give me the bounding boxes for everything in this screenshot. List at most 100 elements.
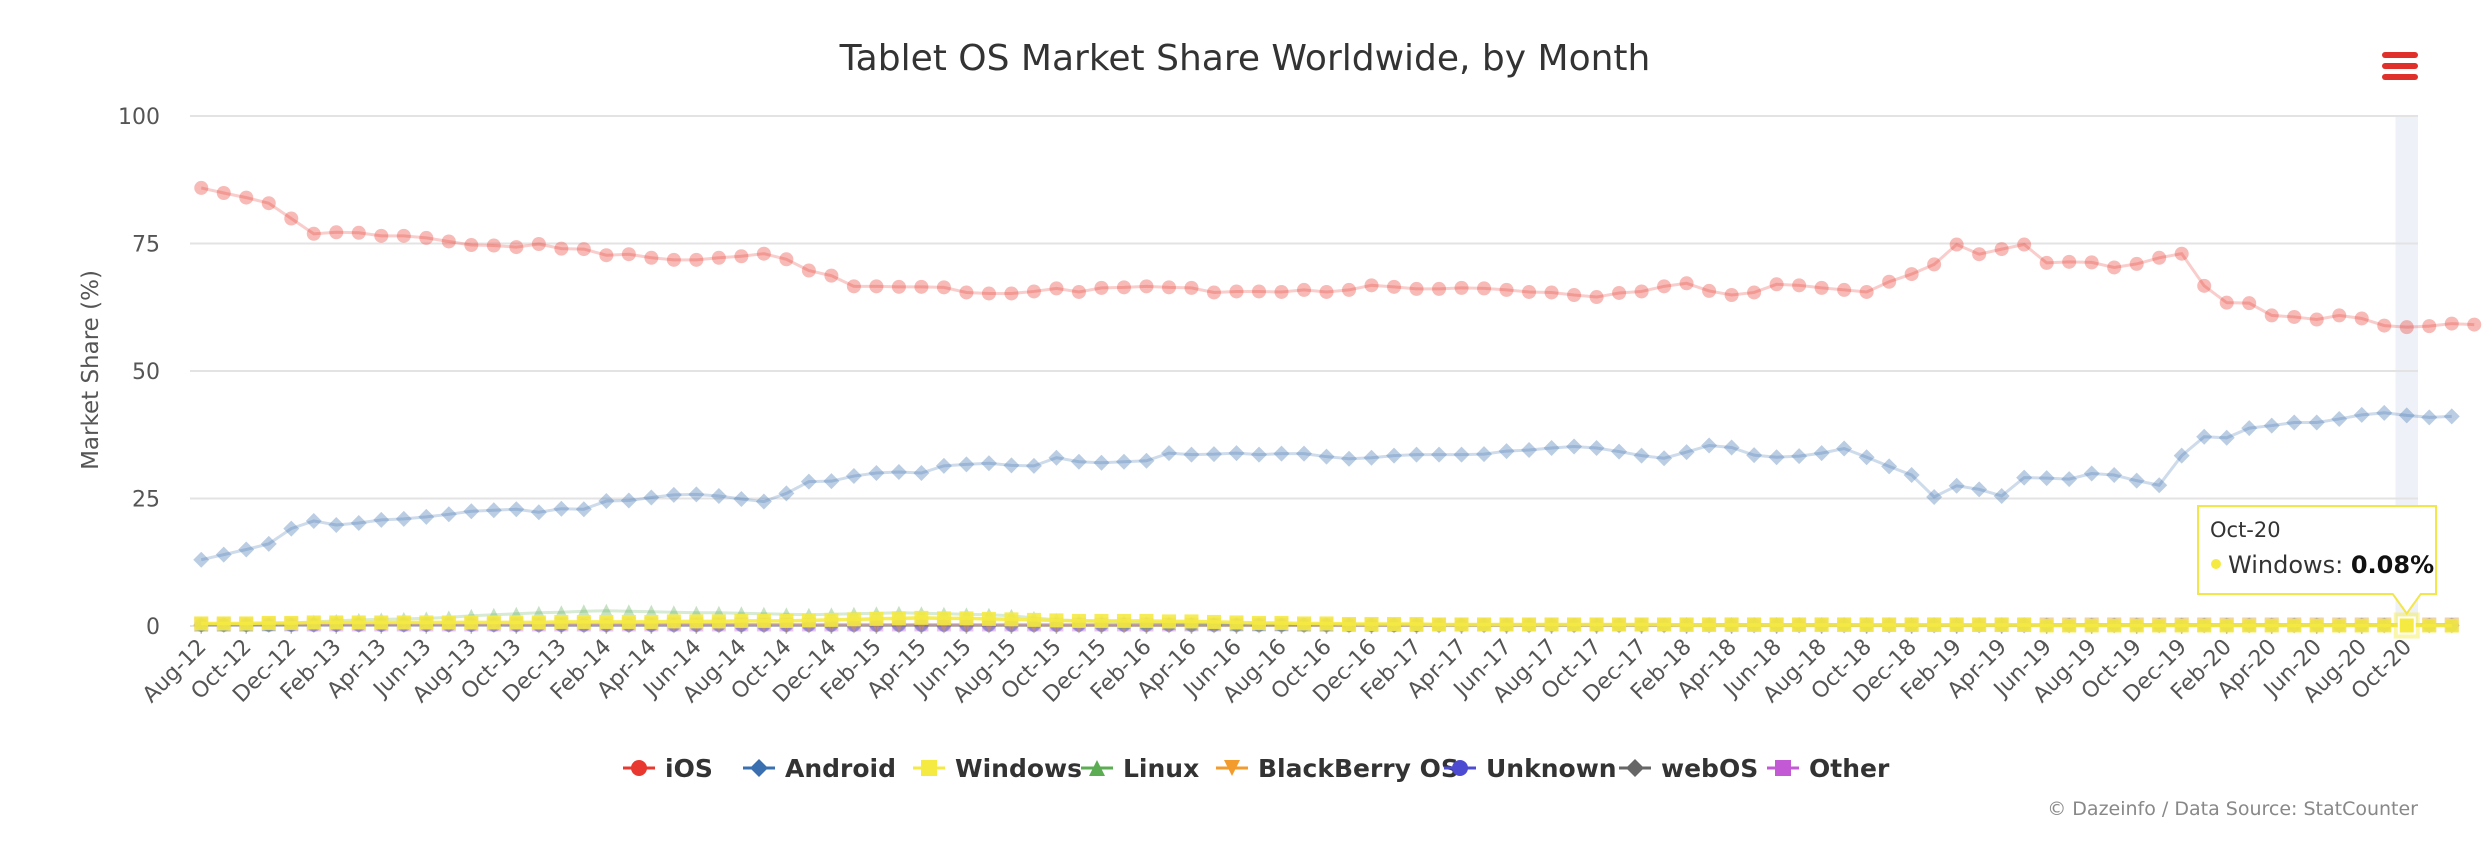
data-point-windows — [2174, 618, 2189, 633]
data-point-windows — [1972, 617, 1987, 632]
data-point-android — [1160, 445, 1177, 462]
data-point-ios — [576, 242, 591, 257]
data-point-ios — [1116, 280, 1131, 295]
data-point-ios — [1139, 279, 1154, 294]
legend-item-ios[interactable]: iOS — [623, 754, 713, 783]
data-point-windows — [1589, 617, 1604, 632]
data-point-android — [463, 503, 480, 520]
data-point-android — [575, 501, 592, 518]
data-point-ios — [329, 225, 344, 240]
data-point-android — [1431, 446, 1448, 463]
data-point-android — [710, 487, 727, 504]
data-point-android — [868, 465, 885, 481]
data-point-windows — [1094, 613, 1109, 628]
series-ios — [194, 180, 2482, 335]
credits[interactable]: © Dazeinfo / Data Source: StatCounter — [2047, 798, 2418, 820]
legend-item-unknown[interactable]: Unknown — [1444, 754, 1617, 783]
data-point-windows — [1004, 612, 1019, 627]
hamburger-menu-icon[interactable] — [2382, 52, 2418, 80]
data-point-ios — [1274, 284, 1289, 299]
data-point-windows — [2219, 618, 2234, 633]
data-point-windows — [1679, 617, 1694, 632]
legend-label: Android — [785, 754, 896, 783]
data-point-windows — [1837, 617, 1852, 632]
data-point-windows — [1904, 617, 1919, 632]
data-point-ios — [1747, 285, 1762, 300]
data-point-android — [553, 500, 570, 517]
data-point-ios — [1612, 285, 1627, 300]
data-point-android — [215, 546, 232, 563]
data-point-android — [620, 492, 637, 509]
data-point-windows — [2107, 618, 2122, 633]
data-point-windows — [194, 616, 209, 631]
data-point-ios — [2152, 250, 2167, 265]
data-point-ios — [216, 186, 231, 201]
data-point-ios — [1409, 281, 1424, 296]
data-point-windows — [1882, 617, 1897, 632]
data-point-ios — [869, 279, 884, 294]
data-point-android — [260, 535, 277, 552]
data-point-android — [1701, 437, 1718, 454]
data-point-android — [598, 493, 615, 510]
data-point-ios — [1004, 286, 1019, 301]
data-point-android — [1048, 449, 1065, 466]
data-point-windows — [801, 613, 816, 628]
data-point-android — [2241, 420, 2258, 437]
legend-label: Unknown — [1486, 754, 1617, 783]
legend-label: Windows — [955, 754, 1082, 783]
data-point-ios — [1769, 277, 1784, 292]
data-point-android — [1115, 453, 1132, 470]
data-point-ios — [2129, 256, 2144, 271]
data-point-ios — [1567, 288, 1582, 303]
data-point-windows — [959, 611, 974, 626]
data-point-android — [1926, 488, 1943, 505]
data-point-windows — [396, 615, 411, 630]
data-point-ios — [2174, 246, 2189, 261]
data-point-windows — [1364, 616, 1379, 631]
data-point-windows — [734, 613, 749, 628]
data-point-ios — [1634, 284, 1649, 299]
data-point-android — [1138, 452, 1155, 469]
data-point-android — [2263, 417, 2280, 434]
data-point-android — [980, 455, 997, 472]
y-axis-label: Market Share (%) — [78, 270, 104, 470]
legend-item-linux[interactable]: Linux — [1081, 754, 1199, 783]
data-point-android — [2398, 407, 2415, 424]
data-point-android — [1566, 438, 1583, 455]
data-point-android — [1025, 457, 1042, 474]
data-point-windows — [419, 615, 434, 630]
data-point-windows — [1477, 617, 1492, 632]
legend-item-webos[interactable]: webOS — [1619, 754, 1758, 783]
data-point-ios — [194, 180, 209, 195]
data-point-android — [1273, 445, 1290, 462]
data-point-ios — [1522, 284, 1537, 299]
data-point-android — [2128, 472, 2145, 489]
data-point-android — [1656, 450, 1673, 467]
data-point-ios — [689, 252, 704, 267]
data-point-windows — [1387, 616, 1402, 631]
series-line-android — [200, 411, 2452, 562]
data-point-ios — [1161, 280, 1176, 295]
data-point-android — [1633, 447, 1650, 464]
data-point-ios — [711, 250, 726, 265]
data-point-android — [1250, 446, 1267, 463]
data-point-windows — [351, 615, 366, 630]
data-point-windows — [1927, 617, 1942, 632]
data-point-ios — [1499, 282, 1514, 297]
data-point-windows — [1454, 617, 1469, 632]
legend-item-other[interactable]: Other — [1767, 754, 1890, 783]
menu-bar — [2382, 63, 2418, 69]
tooltip: Oct-20 Windows: 0.08% — [2197, 505, 2437, 616]
data-point-android — [395, 510, 412, 527]
legend-item-windows[interactable]: Windows — [913, 754, 1082, 783]
data-point-windows — [464, 615, 479, 630]
data-point-android — [1093, 454, 1110, 471]
data-point-ios — [396, 228, 411, 243]
legend-item-blackberry-os[interactable]: BlackBerry OS — [1216, 754, 1459, 783]
data-point-windows — [1342, 616, 1357, 631]
data-point-android — [373, 511, 390, 528]
data-point-ios — [464, 238, 479, 253]
legend-item-android[interactable]: Android — [743, 754, 896, 783]
data-point-android — [1903, 467, 1920, 484]
data-point-windows — [1612, 617, 1627, 632]
